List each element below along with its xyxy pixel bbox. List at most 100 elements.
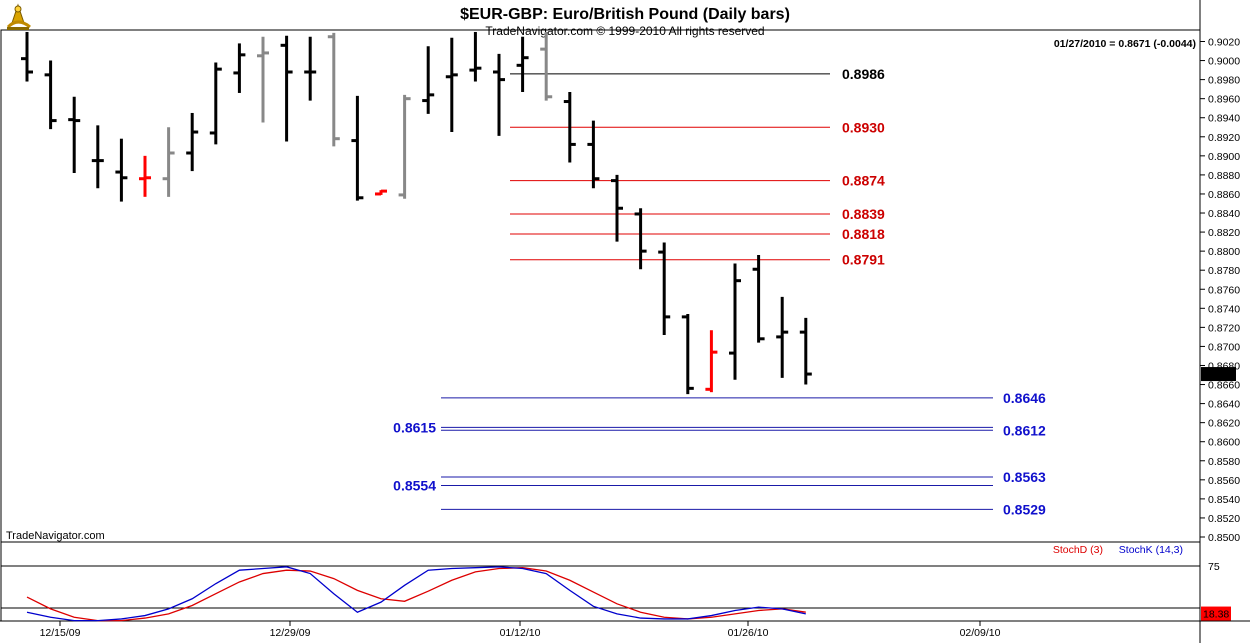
- y-tick-label: 0.8880: [1208, 170, 1240, 182]
- date-x-axis: 12/15/09 12/29/09 01/12/10 01/26/10 02/09/10: [40, 621, 1001, 639]
- ohlc-bar: [162, 127, 175, 197]
- y-tick-label: 0.8620: [1208, 418, 1240, 430]
- stochastic-panel: 750: [1, 561, 1220, 622]
- ohlc-bar: [729, 263, 741, 380]
- level-label: 0.8612: [1003, 422, 1046, 438]
- y-tick-label: 0.8660: [1208, 380, 1240, 392]
- ohlc-bar: [540, 31, 553, 101]
- last-quote-readout: 01/27/2010 = 0.8671 (-0.0044): [1054, 38, 1196, 50]
- y-tick-label: 0.9020: [1208, 37, 1240, 49]
- ohlc-bar: [351, 95, 364, 201]
- y-tick-label: 0.8540: [1208, 494, 1240, 506]
- y-tick-label: 0.9000: [1208, 56, 1240, 68]
- value-tags: 0.8671 18.38: [1201, 367, 1236, 621]
- stoch-y-label: 75: [1208, 561, 1220, 573]
- ohlc-bar: [398, 94, 411, 199]
- ohlc-bar: [233, 43, 246, 93]
- y-tick-label: 0.8740: [1208, 303, 1240, 315]
- watermark-text: TradeNavigator.com: [6, 530, 105, 542]
- ohlc-bar: [257, 36, 269, 123]
- ohlc-bar: [209, 62, 222, 145]
- ohlc-bar: [634, 208, 647, 270]
- price-levels: 0.8986 0.8930 0.8874 0.8839 0.8818 0.8791 0.86…: [393, 66, 1046, 517]
- ohlc-bar: [186, 112, 199, 172]
- stoch-value-tag: [1201, 606, 1231, 621]
- level-label: 0.8791: [842, 252, 885, 268]
- ohlc-bar: [68, 96, 81, 173]
- y-tick-label: 0.8960: [1208, 94, 1240, 106]
- x-tick-label: 01/26/10: [728, 627, 769, 639]
- last-price-label: 0.8671: [1203, 369, 1235, 381]
- level-label: 0.8930: [842, 119, 885, 135]
- ohlc-bar: [21, 31, 33, 82]
- navigator-logo-icon[interactable]: [6, 3, 31, 30]
- y-tick-label: 0.8980: [1208, 75, 1240, 87]
- ohlc-bar: [44, 60, 57, 130]
- ohlc-bar: [611, 174, 623, 242]
- y-tick-label: 0.8840: [1208, 208, 1240, 220]
- y-tick-label: 0.8500: [1208, 532, 1240, 544]
- ohlc-bar: [327, 32, 340, 147]
- ohlc-bar: [422, 46, 435, 114]
- price-y-axis: 0.9020 0.9000 0.8980 0.8960 0.8940 0.8920 0.89…: [1200, 37, 1240, 544]
- legend-stochD: StochD (3): [1053, 544, 1103, 556]
- ohlc-bar: [280, 35, 293, 142]
- level-label: 0.8646: [1003, 390, 1046, 406]
- stochD-line: [26, 567, 806, 622]
- ohlc-bar: [658, 242, 671, 335]
- ohlc-bar: [304, 36, 317, 101]
- x-tick-label: 02/09/10: [960, 627, 1001, 639]
- x-tick-label: 01/12/10: [500, 627, 541, 639]
- y-tick-label: 0.8860: [1208, 189, 1240, 201]
- ohlc-bar: [776, 296, 789, 378]
- x-tick-label: 12/29/09: [270, 627, 311, 639]
- ohlc-bar: [493, 53, 505, 136]
- y-tick-label: 0.8760: [1208, 284, 1240, 296]
- ohlc-bar: [563, 92, 576, 163]
- level-label: 0.8986: [842, 66, 885, 82]
- level-label: 0.8839: [842, 206, 885, 222]
- y-tick-label: 0.8700: [1208, 341, 1240, 353]
- y-tick-label: 0.8900: [1208, 151, 1240, 163]
- chart-title: $EUR-GBP: Euro/British Pound (Daily bars…: [460, 6, 790, 23]
- ohlc-bar: [375, 189, 387, 196]
- y-tick-label: 0.8720: [1208, 322, 1240, 334]
- level-label: 0.8615: [393, 419, 436, 435]
- x-tick-label: 12/15/09: [40, 627, 81, 639]
- y-tick-label: 0.8940: [1208, 113, 1240, 125]
- y-tick-label: 0.8920: [1208, 132, 1240, 144]
- ohlc-bar: [705, 330, 718, 393]
- chart-copyright: TradeNavigator.com © 1999-2010 All right…: [485, 24, 764, 38]
- ohlc-bar: [587, 120, 600, 189]
- ohlc-bar: [139, 155, 151, 197]
- y-tick-label: 0.8560: [1208, 475, 1240, 487]
- ohlc-bar: [752, 254, 765, 343]
- y-tick-label: 0.8640: [1208, 399, 1240, 411]
- ohlc-bar: [115, 138, 128, 202]
- ohlc-bar: [445, 37, 458, 133]
- level-label: 0.8529: [1003, 501, 1046, 517]
- ohlc-bar: [799, 317, 812, 385]
- level-label: 0.8563: [1003, 469, 1046, 485]
- last-price-tag: [1201, 367, 1236, 382]
- y-tick-label: 0.8520: [1208, 513, 1240, 525]
- ohlc-bar: [91, 125, 104, 189]
- ohlc-bar: [469, 31, 482, 82]
- level-label: 0.8874: [842, 173, 885, 189]
- ohlc-bars: [21, 31, 812, 395]
- y-tick-label: 0.8580: [1208, 456, 1240, 468]
- stochK-line: [26, 566, 806, 622]
- stoch-value-label: 18.38: [1203, 609, 1229, 621]
- legend-stochK: StochK (14,3): [1119, 544, 1183, 556]
- level-label: 0.8818: [842, 226, 885, 242]
- ohlc-bar: [516, 36, 529, 93]
- y-tick-label: 0.8600: [1208, 437, 1240, 449]
- y-tick-label: 0.8780: [1208, 265, 1240, 277]
- level-label: 0.8554: [393, 478, 436, 494]
- y-tick-label: 0.8800: [1208, 246, 1240, 258]
- y-tick-label: 0.8820: [1208, 227, 1240, 239]
- ohlc-bar: [681, 314, 694, 395]
